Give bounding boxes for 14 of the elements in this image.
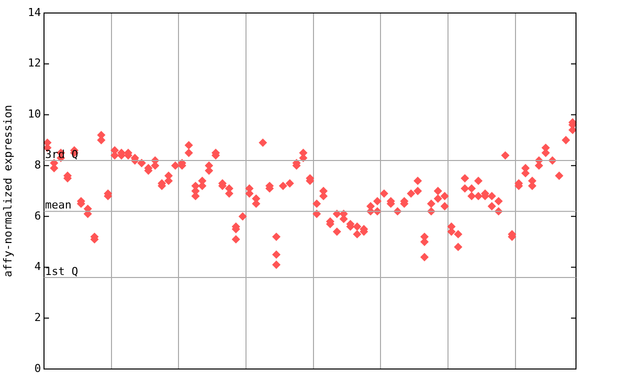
point: [232, 235, 240, 244]
y-axis-title: affy-normalized expression: [1, 104, 14, 278]
point: [272, 260, 280, 269]
ref-line-label: 1st Q: [45, 264, 78, 278]
y-tick-label: 14: [28, 6, 42, 19]
y-tick-label: 12: [28, 56, 41, 70]
ref-line-label: mean: [45, 198, 72, 212]
y-tick-label: 10: [28, 108, 41, 121]
y-tick-label: 0: [34, 362, 41, 375]
y-tick-label: 8: [34, 158, 41, 172]
y-tick-label: 4: [34, 260, 42, 274]
y-tick-label: 6: [34, 209, 41, 222]
y-tick-label: 2: [34, 311, 41, 324]
point: [420, 253, 428, 262]
